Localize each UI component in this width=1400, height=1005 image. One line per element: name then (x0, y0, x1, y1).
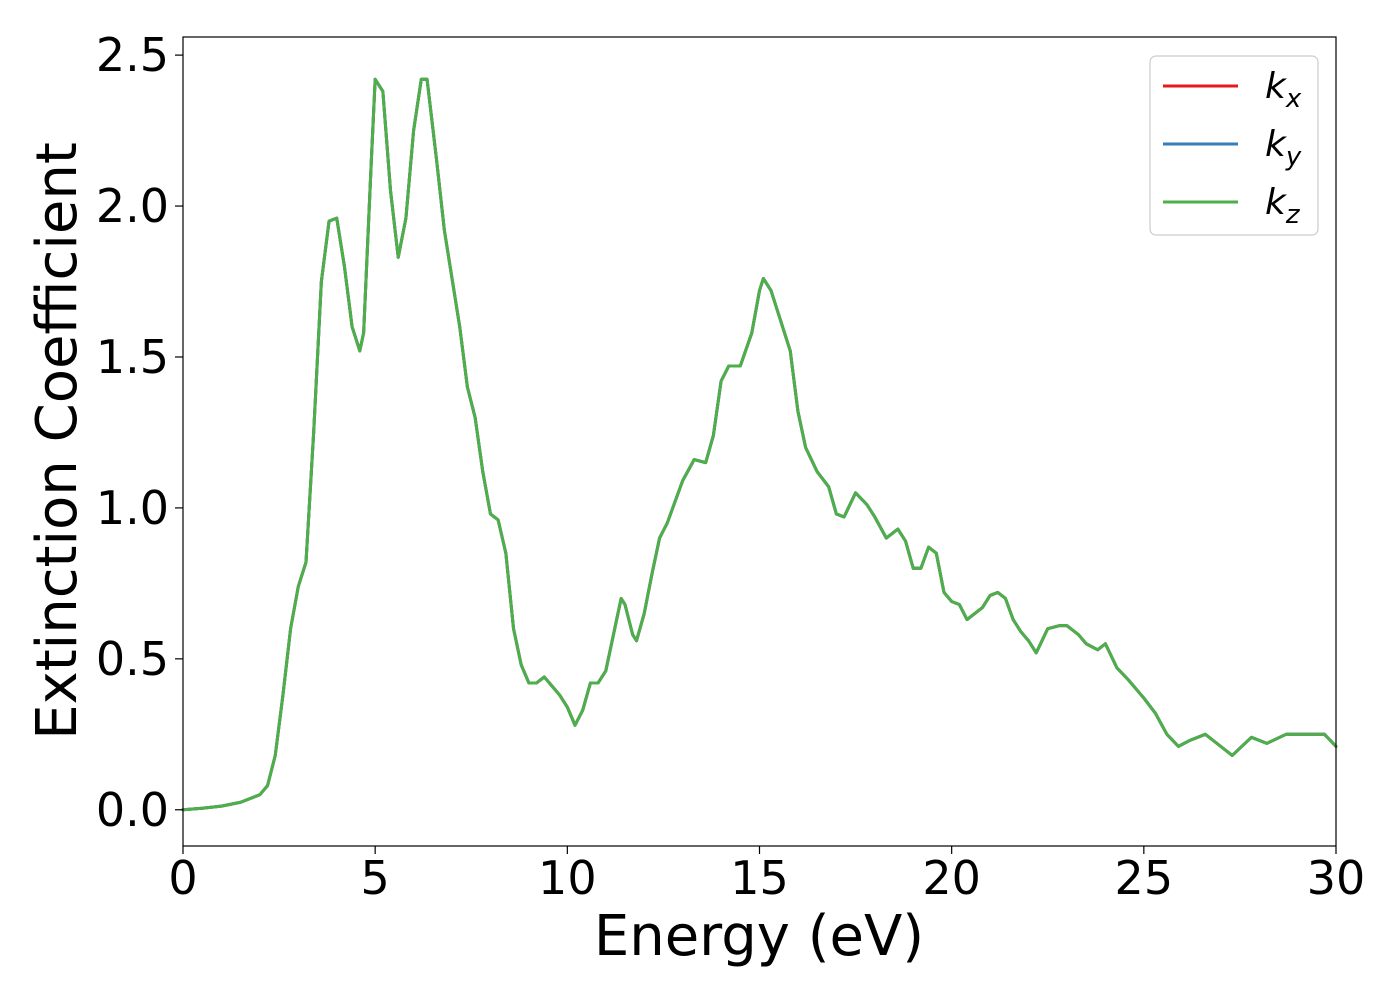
y-tick-label: 2.0 (96, 179, 169, 233)
legend-label-base: k (1265, 182, 1288, 223)
x-tick-label: 0 (168, 851, 197, 905)
tick-layer: 0 5 10 15 20 25 30 0.0 0.5 1.0 1.5 2.0 2.5 (96, 28, 1365, 905)
x-tick-label: 5 (361, 851, 390, 905)
legend-label-subscript: z (1285, 200, 1301, 230)
y-tick-label: 0.0 (96, 783, 169, 837)
x-tick-label: 15 (730, 851, 789, 905)
x-tick-label: 20 (922, 851, 981, 905)
legend-label-y: ky (1265, 124, 1302, 172)
series-line-z (181, 77, 1338, 812)
legend-label-subscript: y (1285, 142, 1302, 172)
x-tick-label: 25 (1115, 851, 1174, 905)
y-tick-label: 1.5 (96, 330, 169, 384)
y-tick-label: 1.0 (96, 481, 169, 535)
legend-label-z: kz (1265, 182, 1301, 230)
series-layer (181, 77, 1338, 812)
legend-label-base: k (1265, 66, 1288, 107)
x-axis-label: Energy (eV) (594, 904, 924, 969)
x-tick-label: 30 (1307, 851, 1366, 905)
y-tick-label: 0.5 (96, 632, 169, 686)
y-axis-label: Extinction Coefficient (25, 142, 90, 740)
legend-label-subscript: x (1285, 84, 1302, 114)
legend-label-base: k (1265, 124, 1288, 165)
legend-label-x: kx (1265, 66, 1302, 114)
y-tick-label: 2.5 (96, 28, 169, 82)
x-tick-label: 10 (538, 851, 597, 905)
